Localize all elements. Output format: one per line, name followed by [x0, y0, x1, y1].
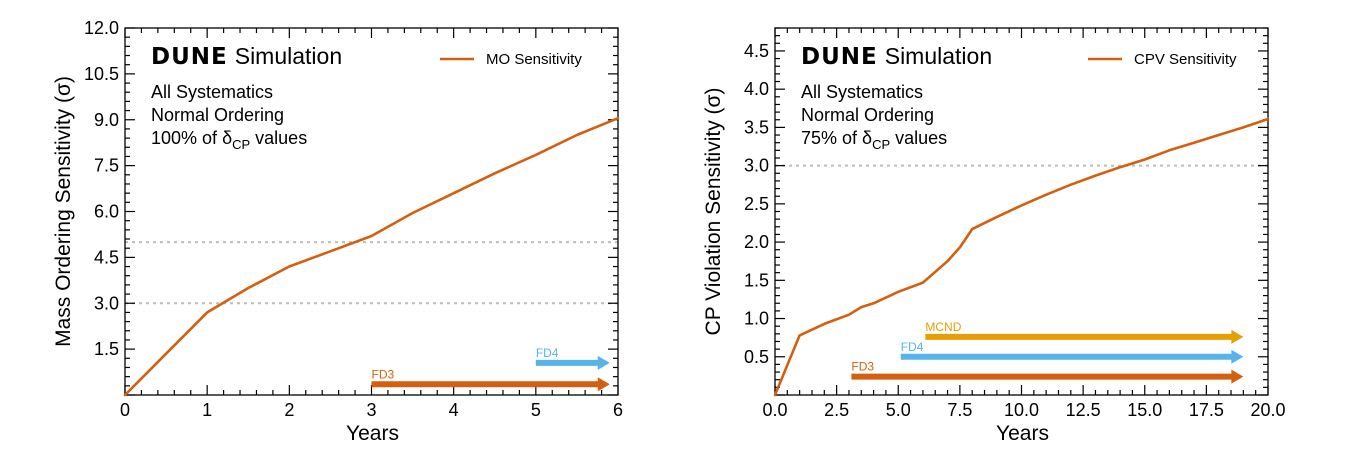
y-axis-title: Mass Ordering Sensitivity (σ): [52, 76, 75, 347]
x-tick-label: 2: [284, 400, 294, 420]
y-tick-label: 4.5: [744, 41, 769, 61]
legend-label: CPV Sensitivity: [1134, 51, 1237, 68]
fraction-suffix: values: [890, 128, 947, 148]
cp-violation-panel: 0.0 2.5 5.0 7.5 10.0 12.5 15.0 17.5 20.0 0.5 1.0 1.…: [702, 27, 1286, 445]
mcnd-arrow-head: [1231, 329, 1244, 344]
legend-label: MO Sensitivity: [486, 51, 582, 68]
fd3-arrow-label: FD3: [372, 367, 395, 381]
dune-logo-text: DUNE: [151, 44, 228, 70]
y-tick-label: 2.0: [744, 232, 769, 252]
y-tick-label: 2.5: [744, 194, 769, 214]
fd3-arrow-head: [597, 377, 610, 392]
x-tick-label: 5: [531, 400, 541, 420]
x-tick-label: 4: [449, 400, 459, 420]
y-tick-label: 4.0: [744, 79, 769, 99]
fd4-arrow-label: FD4: [536, 346, 559, 360]
x-tick-label: 0.0: [762, 400, 787, 420]
x-tick-label: 6: [613, 400, 623, 420]
mcnd-arrow-label: MCND: [925, 320, 961, 334]
x-tick-label: 0: [120, 400, 130, 420]
y-tick-label: 9.0: [94, 110, 119, 130]
mass-ordering-panel: 0 1 2 3 4 5 6 1.5 3.0 4.5 6.0 7.5 9.0 10.5 12.0 Years Ma…: [52, 18, 623, 445]
y-tick-label: 3.0: [744, 156, 769, 176]
y-tick-label: 7.5: [94, 156, 119, 176]
y-tick-label: 3.5: [744, 117, 769, 137]
y-tick-label: 1.0: [744, 309, 769, 329]
dune-simulation-label: DUNE Simulation: [151, 43, 342, 70]
info-line: Normal Ordering: [801, 105, 934, 125]
y-tick-label: 4.5: [94, 247, 119, 267]
dcp-fraction-text: 75% of δCP values: [801, 128, 947, 152]
y-tick-label: 6.0: [94, 202, 119, 222]
simulation-text: Simulation: [885, 43, 992, 69]
cp-subscript: CP: [232, 137, 250, 152]
x-axis-title: Years: [996, 422, 1049, 445]
cp-subscript: CP: [872, 137, 890, 152]
x-tick-label: 12.5: [1066, 400, 1101, 420]
fd3-arrow-label: FD3: [851, 360, 874, 374]
info-line: All Systematics: [801, 82, 923, 102]
x-tick-label: 17.5: [1189, 400, 1224, 420]
x-tick-label: 15.0: [1127, 400, 1162, 420]
info-line: Normal Ordering: [151, 105, 284, 125]
y-tick-label: 10.5: [84, 64, 119, 84]
dune-logo-text: DUNE: [801, 44, 878, 70]
x-tick-label: 2.5: [824, 400, 849, 420]
fd4-arrow-head: [597, 355, 610, 370]
y-tick-label: 0.5: [744, 347, 769, 367]
y-tick-label: 1.5: [94, 339, 119, 359]
x-tick-label: 7.5: [947, 400, 972, 420]
fd3-arrow-head: [1231, 369, 1244, 384]
dune-simulation-label: DUNE Simulation: [801, 43, 992, 70]
y-axis-title: CP Violation Sensitivity (σ): [702, 88, 725, 336]
x-tick-label: 3: [366, 400, 376, 420]
dcp-fraction-text: 100% of δCP values: [151, 128, 307, 152]
fraction-suffix: values: [250, 128, 307, 148]
x-tick-label: 10.0: [1004, 400, 1039, 420]
simulation-text: Simulation: [235, 43, 342, 69]
cpv-sensitivity-line: [773, 117, 1270, 397]
fd4-arrow-head: [1231, 349, 1244, 364]
x-tick-label: 20.0: [1250, 400, 1285, 420]
info-line: All Systematics: [151, 82, 273, 102]
fraction-prefix: 100% of: [151, 128, 222, 148]
x-axis-title: Years: [346, 422, 399, 445]
fraction-prefix: 75% of: [801, 128, 862, 148]
x-tick-label: 5.0: [886, 400, 911, 420]
delta-symbol: δ: [222, 128, 232, 148]
x-tick-label: 1: [202, 400, 212, 420]
delta-symbol: δ: [862, 128, 872, 148]
mo-sensitivity-line: [123, 116, 620, 397]
y-tick-label: 1.5: [744, 270, 769, 290]
fd4-arrow-label: FD4: [901, 340, 924, 354]
y-tick-label: 12.0: [84, 18, 119, 38]
y-tick-label: 3.0: [94, 293, 119, 313]
